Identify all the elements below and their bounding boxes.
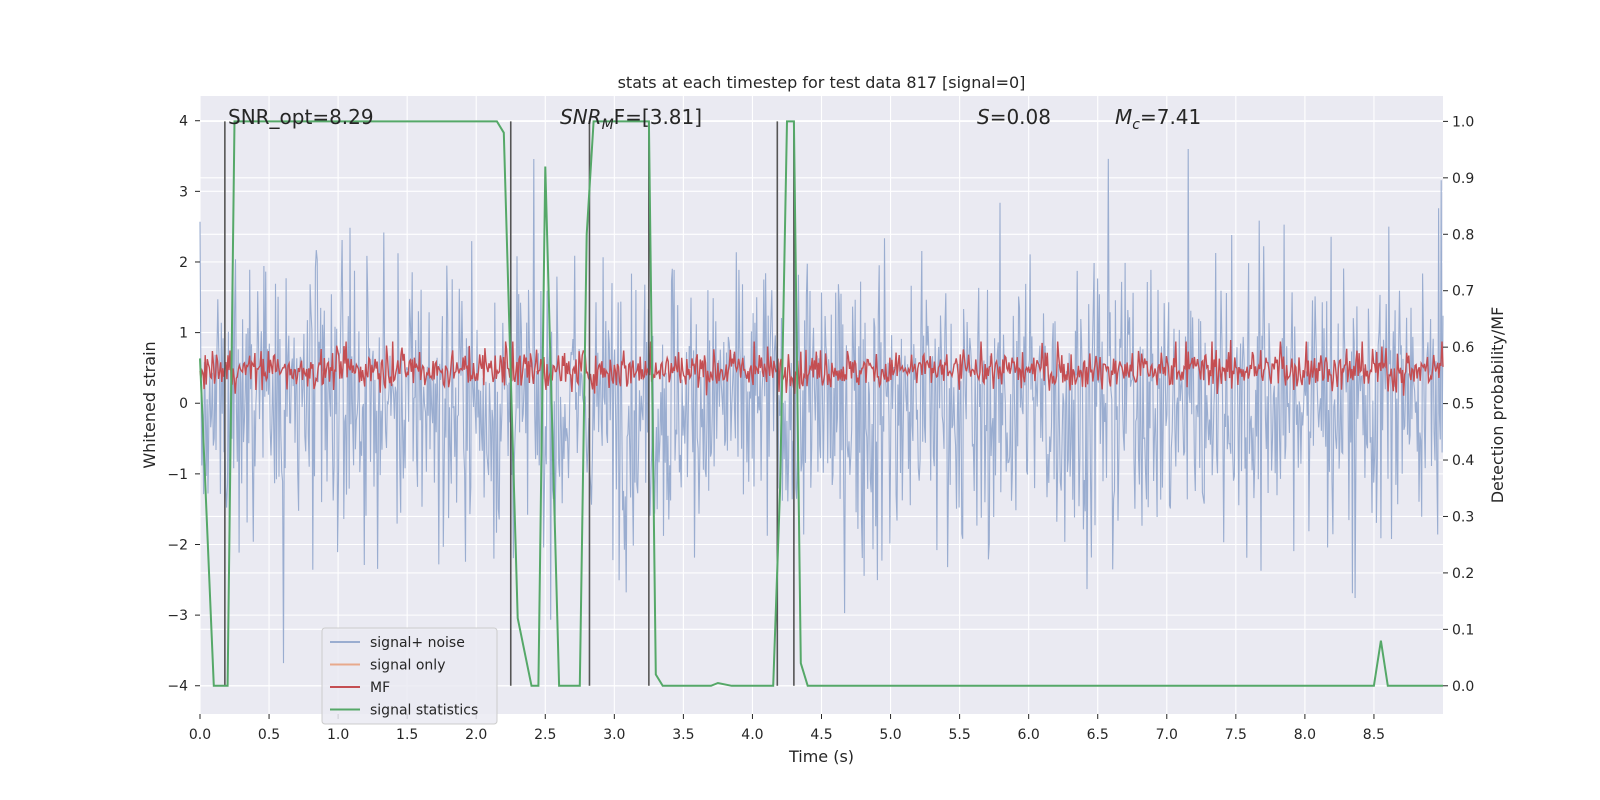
x-tick-label: 7.0 xyxy=(1156,727,1178,743)
x-tick-label: 0.5 xyxy=(258,727,280,743)
y-tick-label: 3 xyxy=(179,184,188,200)
y-right-tick-label: 0.6 xyxy=(1452,340,1474,356)
y-right-tick-label: 0.8 xyxy=(1452,227,1474,243)
x-tick-label: 1.5 xyxy=(396,727,418,743)
x-tick-label: 0.0 xyxy=(189,727,211,743)
x-tick-label: 5.0 xyxy=(879,727,901,743)
snr-mf-main: SNR xyxy=(560,105,602,129)
grid xyxy=(199,96,1443,714)
legend-label: signal only xyxy=(370,658,445,674)
y-tick-label: 2 xyxy=(179,255,188,271)
x-tick-label: 5.5 xyxy=(948,727,970,743)
x-tick-label: 4.0 xyxy=(741,727,763,743)
y-right-tick-label: 0.3 xyxy=(1452,509,1474,525)
y-tick-label: 1 xyxy=(179,326,188,342)
y-right-tick-label: 0.1 xyxy=(1452,622,1474,638)
s-italic: S xyxy=(977,105,990,129)
chart-title: stats at each timestep for test data 817… xyxy=(618,73,1026,92)
legend-label: signal statistics xyxy=(370,703,478,719)
y-right-tick-label: 1.0 xyxy=(1452,114,1474,130)
x-tick-label: 2.0 xyxy=(465,727,487,743)
x-tick-label: 2.5 xyxy=(534,727,556,743)
y-axis-label-left: Whitened strain xyxy=(140,341,159,468)
y-right-tick-label: 0.0 xyxy=(1452,679,1474,695)
x-tick-label: 4.5 xyxy=(810,727,832,743)
legend-label: MF xyxy=(370,680,390,696)
annotation-snr-opt: SNR_opt=8.29 xyxy=(228,105,374,129)
mf-series xyxy=(199,339,1444,396)
y-axis-label-right: Detection probability/MF xyxy=(1488,307,1507,504)
y-right-tick-label: 0.5 xyxy=(1452,397,1474,413)
legend: signal+ noise signal only MF signal statist… xyxy=(321,627,498,725)
x-tick-label: 8.0 xyxy=(1294,727,1316,743)
mc-rest: =7.41 xyxy=(1140,105,1201,129)
signal-statistics-series xyxy=(199,120,1443,687)
y-tick-label: −3 xyxy=(167,608,188,624)
x-tick-label: 3.0 xyxy=(603,727,625,743)
mc-main: M xyxy=(1115,105,1132,129)
legend-box xyxy=(321,627,498,725)
signal-statistics-line xyxy=(199,120,1443,687)
x-tick-label: 6.5 xyxy=(1087,727,1109,743)
y-right-tick-label: 0.9 xyxy=(1452,171,1474,187)
y-right-tick-label: 0.7 xyxy=(1452,284,1474,300)
annotation-s: S=0.08 xyxy=(977,105,1051,129)
snr-mf-sub: M xyxy=(602,117,614,133)
x-tick-label: 3.5 xyxy=(672,727,694,743)
mc-sub: c xyxy=(1132,117,1140,133)
y-tick-label: −1 xyxy=(167,467,188,483)
y-tick-label: −2 xyxy=(167,537,188,553)
snr-mf-rest: F=[3.81] xyxy=(614,105,702,129)
y-tick-label: 0 xyxy=(179,396,188,412)
y-tick-label: −4 xyxy=(167,679,188,695)
x-tick-label: 7.5 xyxy=(1225,727,1247,743)
x-tick-label: 1.0 xyxy=(327,727,349,743)
y-tick-label: 4 xyxy=(179,114,188,130)
annotation-mc: Mc=7.41 xyxy=(1115,105,1201,133)
s-rest: =0.08 xyxy=(990,105,1051,129)
y-right-tick-label: 0.4 xyxy=(1452,453,1474,469)
x-tick-label: 6.0 xyxy=(1018,727,1040,743)
annotation-snr-mf: SNRMF=[3.81] xyxy=(560,105,702,133)
y-right-tick-label: 0.2 xyxy=(1452,566,1474,582)
legend-label: signal+ noise xyxy=(370,635,465,651)
mf-line xyxy=(199,339,1444,396)
axis-ticks: 0.0 0.5 1.0 1.5 2.0 2.5 3.0 3.5 4.0 4.5 5.0 5.5 6.0 6… xyxy=(167,114,1474,743)
x-tick-label: 8.5 xyxy=(1363,727,1385,743)
x-axis-label: Time (s) xyxy=(788,747,854,766)
